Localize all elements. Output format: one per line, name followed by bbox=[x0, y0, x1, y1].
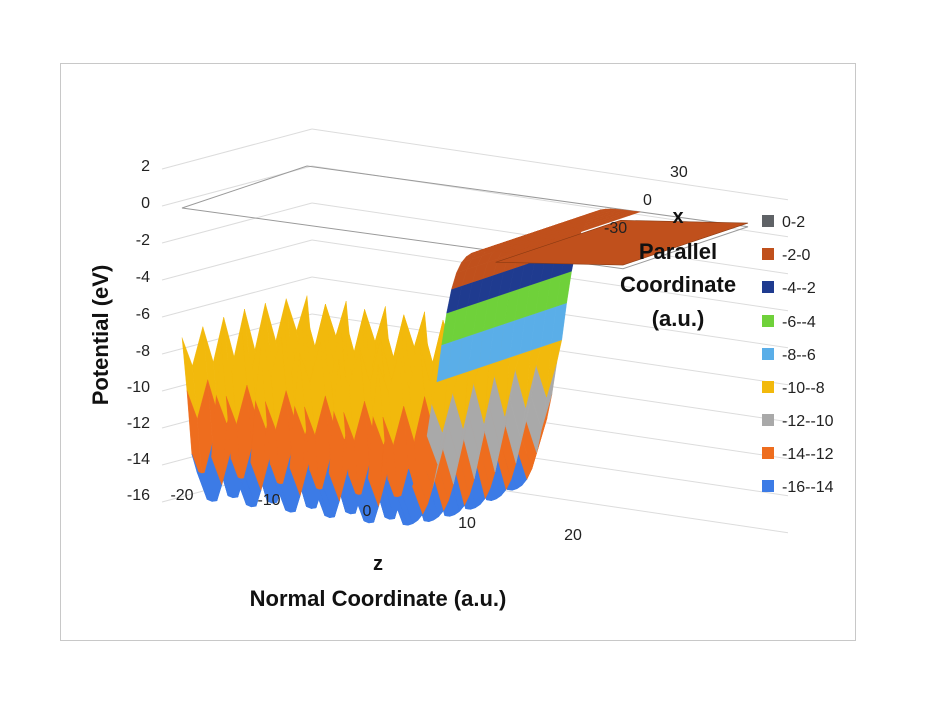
legend-label: -8--6 bbox=[782, 347, 816, 364]
potential-tick: -10 bbox=[127, 379, 150, 396]
legend-swatch bbox=[762, 281, 774, 293]
legend-label: -6--4 bbox=[782, 314, 816, 331]
surface-patch bbox=[510, 249, 526, 255]
gridline bbox=[161, 202, 313, 244]
potential-axis-title: Potential (eV) bbox=[88, 265, 113, 406]
legend-swatch bbox=[762, 348, 774, 360]
potential-ticks: 2 0 -2 -4 -6 -8 -10 -12 -14 -16 bbox=[127, 158, 150, 504]
vacuum-plateau bbox=[495, 219, 749, 266]
gridline bbox=[161, 128, 313, 170]
normal-tick: 20 bbox=[564, 527, 582, 544]
normal-axis-letter: z bbox=[373, 553, 383, 575]
legend-swatch bbox=[762, 381, 774, 393]
gridline bbox=[161, 276, 313, 318]
legend-swatch bbox=[762, 414, 774, 426]
parallel-axis-title-line2: Coordinate bbox=[620, 272, 736, 297]
legend-label: 0-2 bbox=[782, 214, 805, 231]
parallel-tick: 30 bbox=[670, 164, 688, 181]
potential-tick: -14 bbox=[127, 451, 150, 468]
parallel-tick: 0 bbox=[643, 192, 652, 209]
legend-label: -10--8 bbox=[782, 380, 825, 397]
vacuum-plateau-patch bbox=[495, 219, 749, 266]
parallel-axis-title-line1: Parallel bbox=[639, 239, 717, 264]
potential-tick: -16 bbox=[127, 487, 150, 504]
potential-tick: -4 bbox=[136, 269, 150, 286]
parallel-ticks: 30 0 -30 bbox=[604, 164, 688, 237]
normal-axis-title: Normal Coordinate (a.u.) bbox=[250, 586, 507, 611]
potential-tick: -8 bbox=[136, 343, 150, 360]
legend-swatch bbox=[762, 315, 774, 327]
legend-label: -4--2 bbox=[782, 280, 816, 297]
zero-plane bbox=[181, 165, 749, 270]
legend-swatch bbox=[762, 248, 774, 260]
potential-tick: -6 bbox=[136, 306, 150, 323]
gridline bbox=[311, 128, 789, 201]
legend-swatch bbox=[762, 480, 774, 492]
legend-swatch bbox=[762, 215, 774, 227]
legend: 0-2 -2-0 -4--2 -6--4 -8--6 -10--8 -12--1… bbox=[762, 214, 834, 496]
normal-tick: 0 bbox=[363, 503, 372, 520]
normal-ticks: -20 -10 0 10 20 bbox=[170, 487, 582, 544]
potential-tick: -2 bbox=[136, 232, 150, 249]
potential-tick: 2 bbox=[141, 158, 150, 175]
potential-tick: 0 bbox=[141, 195, 150, 212]
potential-tick: -12 bbox=[127, 415, 150, 432]
legend-label: -12--10 bbox=[782, 413, 834, 430]
parallel-axis-title-line3: (a.u.) bbox=[652, 306, 705, 331]
parallel-tick: -30 bbox=[604, 220, 627, 237]
gridline bbox=[161, 239, 313, 281]
normal-tick: -20 bbox=[170, 487, 193, 504]
legend-label: -14--12 bbox=[782, 446, 834, 463]
normal-tick: -10 bbox=[257, 492, 280, 509]
normal-tick: 10 bbox=[458, 515, 476, 532]
chart-frame bbox=[60, 63, 856, 641]
legend-label: -2-0 bbox=[782, 247, 811, 264]
parallel-axis-letter: x bbox=[672, 206, 683, 228]
legend-swatch bbox=[762, 447, 774, 459]
legend-label: -16--14 bbox=[782, 479, 834, 496]
